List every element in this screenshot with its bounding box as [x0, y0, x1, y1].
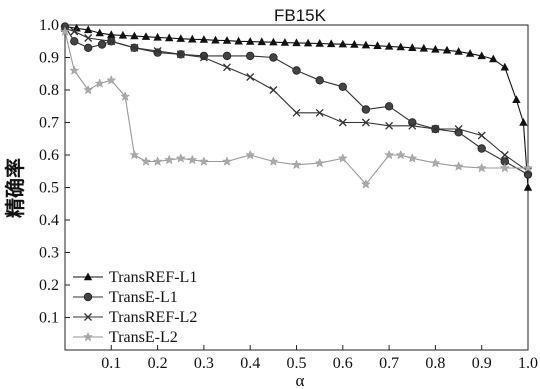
x-tick-label: 0.1: [101, 355, 121, 372]
data-point: [430, 158, 440, 168]
series-layer: [60, 22, 533, 191]
y-tick-label: 0.2: [39, 277, 59, 294]
y-tick-label: 0.1: [39, 310, 59, 327]
data-point: [153, 48, 162, 57]
data-point: [500, 163, 510, 173]
legend-item: TransREF-L1: [73, 269, 197, 286]
data-point: [69, 65, 79, 75]
data-point: [245, 51, 255, 61]
x-tick-label: 1.0: [518, 355, 538, 372]
data-point: [245, 150, 255, 160]
data-point: [477, 163, 487, 173]
data-point: [222, 63, 232, 72]
series-transe-l2: [60, 26, 533, 189]
y-tick-label: 0.8: [39, 82, 59, 99]
data-point: [477, 131, 486, 140]
data-point: [519, 118, 528, 126]
data-point: [315, 39, 324, 47]
legend-label: TransREF-L2: [109, 309, 197, 326]
x-tick-label: 0.9: [472, 355, 492, 372]
y-axis-label: 精确率: [3, 158, 27, 218]
data-point: [164, 155, 174, 164]
data-point: [246, 37, 255, 45]
x-tick-label: 0.2: [148, 355, 168, 372]
legend-marker: [83, 332, 93, 342]
data-point: [350, 40, 359, 48]
series-line: [64, 27, 529, 172]
legend-marker: [83, 272, 93, 281]
data-point: [153, 156, 163, 166]
data-point: [338, 39, 347, 48]
data-point: [95, 78, 105, 88]
y-tick-label: 0.9: [39, 50, 59, 67]
x-tick-label: 0.3: [194, 355, 214, 372]
series-transe-l1: [60, 22, 533, 179]
data-point: [222, 36, 232, 44]
data-point: [361, 105, 371, 114]
chart-title: FB15K: [274, 6, 327, 25]
data-point: [315, 158, 325, 168]
data-point: [384, 150, 394, 160]
x-axis-label: α: [296, 371, 305, 389]
data-point: [269, 53, 278, 62]
data-point: [477, 144, 486, 153]
y-tick-label: 0.4: [39, 212, 59, 229]
y-tick-label: 0.7: [39, 115, 59, 132]
data-point: [291, 160, 302, 169]
x-tick-label: 0.5: [287, 355, 307, 372]
legend-item: TransE-L2: [73, 329, 178, 346]
data-point: [269, 85, 278, 95]
y-tick-label: 0.6: [39, 147, 59, 164]
data-point: [257, 37, 266, 46]
legend: TransREF-L1 TransE-L1 TransREF-L2 TransE-L2: [73, 269, 197, 346]
legend-label: TransREF-L1: [109, 269, 197, 286]
data-point: [269, 37, 278, 46]
data-point: [106, 75, 116, 85]
y-tick-label: 0.5: [39, 180, 59, 197]
legend-item: TransE-L1: [73, 289, 178, 306]
data-point: [246, 72, 255, 82]
data-point: [292, 66, 301, 75]
legend-marker: [83, 292, 93, 302]
data-point: [454, 161, 464, 171]
data-point: [97, 40, 107, 49]
y-tick-label: 1.0: [39, 17, 59, 34]
data-point: [338, 153, 348, 163]
data-point: [222, 51, 232, 61]
y-tick-label: 0.3: [39, 245, 59, 262]
x-tick-label: 0.8: [425, 355, 445, 372]
data-point: [83, 43, 93, 52]
data-point: [303, 38, 313, 47]
series-line: [64, 31, 528, 186]
data-point: [384, 102, 394, 111]
data-point: [187, 155, 197, 164]
data-point: [338, 82, 347, 92]
data-point: [70, 37, 79, 46]
x-tick-label: 0.6: [333, 355, 353, 372]
data-point: [407, 153, 417, 163]
data-point: [512, 95, 521, 103]
axes: 0.1 0.2 0.3 0.4 0.5 0.6 0.7 0.8 0.9 1.0 0.1 0.2 0.3 0…: [39, 17, 538, 372]
data-point: [199, 35, 209, 43]
x-tick-label: 0.4: [240, 355, 260, 372]
data-point: [129, 150, 139, 160]
data-point: [176, 153, 186, 163]
data-point: [268, 156, 278, 166]
data-point: [315, 76, 324, 85]
data-point: [83, 85, 93, 95]
legend-label: TransE-L1: [109, 289, 178, 306]
legend-label: TransE-L2: [109, 329, 178, 346]
data-point: [500, 62, 509, 71]
legend-item: TransREF-L2: [73, 309, 197, 326]
data-point: [292, 38, 301, 47]
data-point: [199, 156, 209, 166]
series-transref-l2: [60, 24, 533, 176]
x-tick-label: 0.7: [379, 355, 399, 372]
series-transref-l1: [60, 22, 533, 191]
data-point: [141, 156, 151, 166]
data-point: [523, 183, 533, 191]
data-point: [396, 150, 406, 160]
data-point: [222, 156, 232, 166]
